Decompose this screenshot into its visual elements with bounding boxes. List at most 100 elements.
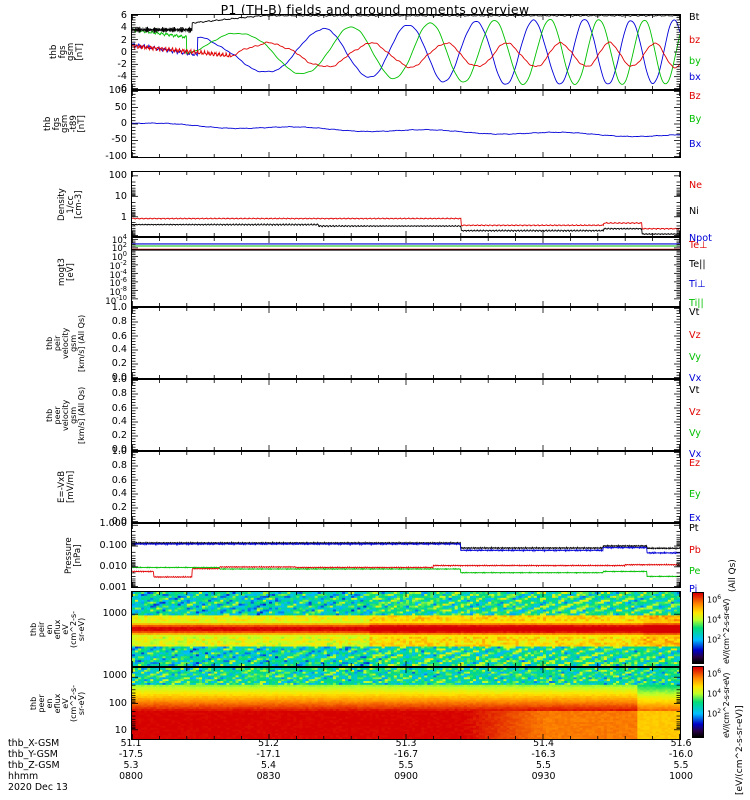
y-axis-label-peir-velocity: thb peir velocity gsm [km/s] (All Qs) [45, 314, 86, 372]
x-axis-row-name: hhmm [8, 771, 39, 782]
x-axis-tick-value: 51.2 [258, 738, 279, 749]
legend-label-ti: Ti|| [689, 298, 704, 309]
y-tick-label: 0.6 [111, 474, 127, 486]
y-axis-label-line: sr-eV) [77, 617, 86, 641]
legend-label-vx: Vx [689, 449, 702, 460]
y-tick-label: 0.8 [111, 388, 127, 400]
y-axis-label-line: [km/s] (All Qs) [77, 386, 86, 444]
colorbar-tick-label: 102 [707, 634, 722, 645]
y-axis-label-line: sr-eV) [77, 691, 86, 716]
legend-all-qs-label: (All Qs) [728, 559, 738, 592]
panel-peer-eflux [131, 667, 681, 740]
colorbar-tick-label: 106 [707, 593, 722, 605]
y-tick-label: 0.010 [99, 561, 127, 573]
y-tick-label: 102 [111, 241, 127, 255]
y-tick-label: 104 [111, 232, 127, 246]
y-tick-label: 1 [120, 211, 127, 223]
y-tick-label: 0.6 [111, 402, 127, 414]
x-axis-tick-value: 51.1 [120, 738, 142, 749]
y-axis-label-line: [nT] [74, 43, 85, 61]
legend-label-vt: Vt [689, 385, 700, 396]
y-tick-label: 100 [108, 85, 127, 97]
y-tick-label: 2 [120, 34, 127, 46]
x-axis-tick-value: 5.5 [673, 760, 689, 771]
y-tick-label: 0.2 [111, 357, 127, 369]
x-axis-tick-value: 1000 [669, 771, 693, 782]
y-axis-label-line: [eV] [65, 263, 76, 281]
colorbar-label-peer: eV/(cm^2-s-sr-eV) [722, 673, 731, 738]
legend-label-pe: Pe [689, 566, 701, 577]
y-tick-label: 100 [108, 169, 127, 181]
legend-label-pi: Pi [689, 584, 698, 595]
y-axis-label-mogt3: mogt3 [eV] [57, 258, 76, 286]
y-axis-label-density: Density 1/cc [cm-3] [57, 188, 84, 221]
y-tick-label: 0 [120, 118, 127, 129]
panel-peer-velocity [131, 379, 681, 451]
colorbar-axis-label: [eV/(cm^2-s-sr-eV)] [735, 705, 745, 795]
y-tick-label: 1.0 [111, 446, 127, 458]
x-axis-tick-value: 0930 [531, 771, 556, 782]
panel-fgs-gsm-t89 [131, 90, 681, 158]
y-tick-label: -6 [117, 83, 127, 95]
y-tick-label: 0.8 [111, 316, 127, 328]
colorbar-tick-label: 104 [707, 613, 722, 625]
legend-label-ez: Ez [689, 458, 701, 469]
y-tick-label: 100 [111, 250, 127, 263]
legend-label-ex: Ex [689, 513, 701, 524]
y-tick-label: 0.0 [111, 515, 127, 527]
y-tick-label: 10-4 [109, 267, 127, 281]
x-axis-row-name: thb_X-GSM [8, 738, 60, 749]
x-axis-tick-value: 5.4 [261, 760, 276, 771]
legend-label-ti: Ti⊥ [689, 279, 706, 290]
x-axis-tick-value: 0830 [256, 771, 281, 782]
legend-label-vx: Vx [689, 373, 702, 384]
panel-pressure [131, 523, 681, 588]
y-axis-label-peer-velocity: thb peer velocity gsm [km/s] (All Qs) [45, 386, 86, 444]
x-axis-tick-value: -16.3 [531, 749, 556, 760]
y-axis-label-fgs-gsm: thb fgs gsm [nT] [49, 43, 85, 61]
y-axis-label-line: [nT] [77, 115, 88, 133]
x-axis-tick-value: 0800 [119, 771, 143, 782]
legend-label-bz: bz [689, 35, 701, 46]
y-tick-label: 0.2 [111, 501, 127, 513]
y-axis-label-line: [nPa] [72, 544, 83, 567]
y-axis-label-peer-eflux: thb peer en eflux eV (cm^2-s-sr-eV) [29, 685, 86, 722]
y-tick-label: 10-8 [109, 285, 127, 298]
legend-label-vz: Vz [689, 330, 701, 341]
legend-label-vy: Vy [689, 352, 701, 363]
y-tick-label: 10-6 [109, 276, 127, 290]
colorbar-peer-eflux [692, 666, 704, 738]
legend-label-ni: Ni [689, 206, 699, 217]
legend-label-ey: Ey [689, 489, 701, 500]
y-tick-label: 0.4 [111, 416, 127, 428]
legend-label-bz: Bz [689, 91, 701, 102]
colorbar-label-peir: eV/(cm^2-s-sr-eV) [722, 599, 731, 664]
y-tick-label: 0.100 [99, 539, 127, 551]
y-tick-label: 50 [114, 101, 127, 113]
legend-label-bx: Bx [689, 139, 702, 150]
y-tick-label: 10-2 [109, 258, 127, 272]
colorbar-tick-label: 106 [707, 667, 722, 679]
legend-label-vt: Vt [689, 307, 700, 318]
y-tick-label: 1000 [102, 670, 127, 682]
legend-label-te: Te⊥ [689, 240, 708, 251]
x-axis-tick-value: 5.3 [123, 760, 139, 771]
y-tick-label: 10 [114, 724, 127, 736]
panel-density [131, 171, 681, 237]
page-title: P1 (TH-B) fields and ground moments over… [220, 2, 530, 17]
y-tick-label: 0.6 [111, 330, 127, 342]
y-axis-label-fgs-gsm-t89: thb fgs gsm -t89 [nT] [43, 115, 88, 133]
x-axis-date: 2020 Dec 13 [8, 782, 68, 793]
legend-label-vy: Vy [689, 428, 701, 439]
y-axis-label-pressure: Pressure [nPa] [64, 537, 83, 574]
y-tick-label: 1.0 [111, 302, 127, 314]
y-tick-label: 1.000 [99, 518, 127, 530]
y-tick-label: 0.4 [111, 344, 127, 356]
legend-label-by: by [689, 56, 701, 67]
y-tick-label: 0.001 [99, 582, 127, 593]
y-axis-label-line: [km/s] (All Qs) [77, 314, 86, 372]
colorbar-tick-label: 104 [707, 687, 722, 699]
x-axis-tick-value: 5.5 [536, 760, 551, 771]
y-tick-label: 4 [120, 21, 127, 33]
